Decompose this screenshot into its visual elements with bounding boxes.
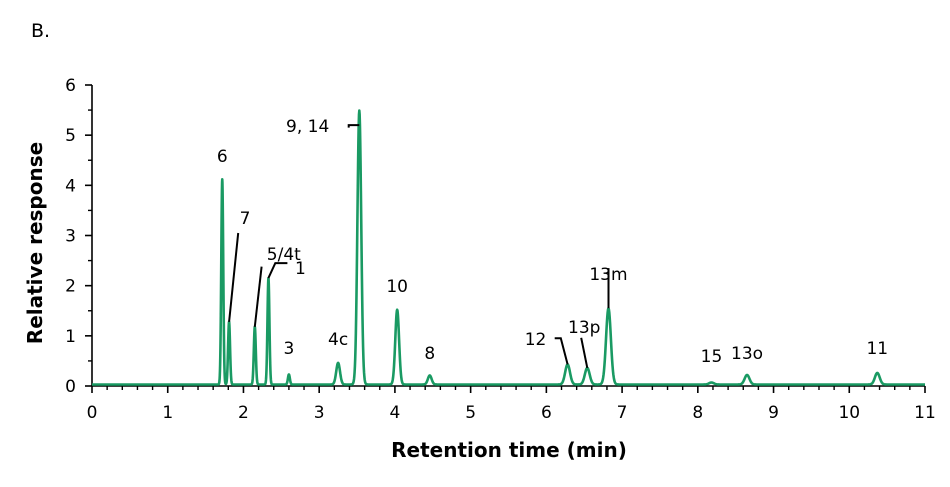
x-tick-label: 5 (465, 403, 476, 423)
peak-leader-line (554, 337, 569, 365)
peak-label: 9, 14 (286, 117, 329, 137)
peak-leader-line (347, 124, 360, 128)
peak-label: 7 (240, 209, 251, 229)
chromatogram-trace (92, 109, 925, 386)
peak-label: 4c (328, 330, 348, 350)
y-tick-label: 0 (65, 377, 76, 397)
x-tick-label: 4 (389, 403, 400, 423)
peak-label: 11 (866, 339, 888, 359)
x-tick-label: 7 (617, 403, 628, 423)
peak-label: 3 (283, 339, 294, 359)
y-axis-label: Relative response (23, 142, 47, 344)
peak-leader-line (228, 232, 240, 322)
peak-label: 1 (295, 259, 306, 279)
x-tick-label: 8 (692, 403, 703, 423)
x-tick-label: 1 (162, 403, 173, 423)
x-tick-label: 10 (838, 403, 860, 423)
x-tick-label: 11 (914, 403, 936, 423)
peak-label: 12 (525, 330, 547, 350)
peak-label: 13p (568, 318, 600, 338)
y-tick-label: 4 (65, 176, 76, 196)
peak-leader-line (580, 337, 589, 369)
peak-label: 8 (424, 344, 435, 364)
y-tick-label: 6 (65, 76, 76, 96)
x-tick-label: 6 (541, 403, 552, 423)
y-tick-label: 2 (65, 277, 76, 297)
peak-leader-line (267, 262, 288, 279)
peak-label: 13m (589, 265, 627, 285)
peak-leader-line (253, 266, 263, 327)
peak-label: 15 (701, 347, 723, 367)
x-tick-label: 9 (768, 403, 779, 423)
x-tick-label: 0 (87, 403, 98, 423)
peak-label: 5/4t (267, 245, 301, 265)
peak-label: 10 (386, 277, 408, 297)
panel-label: B. (31, 20, 51, 42)
y-tick-label: 5 (65, 126, 76, 146)
y-tick-label: 1 (65, 327, 76, 347)
peak-label: 6 (217, 147, 228, 167)
x-axis-label: Retention time (min) (391, 438, 627, 462)
x-tick-label: 2 (238, 403, 249, 423)
y-tick-label: 3 (65, 227, 76, 247)
x-tick-label: 3 (314, 403, 325, 423)
peak-label: 13o (731, 344, 763, 364)
